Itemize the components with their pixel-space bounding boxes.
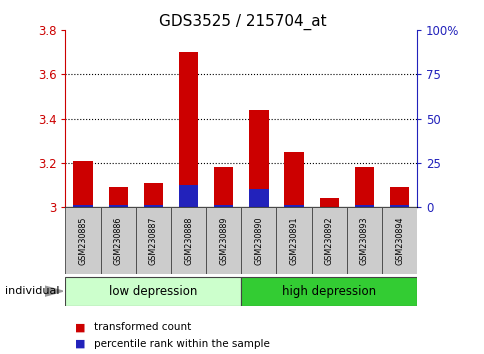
Text: GSM230891: GSM230891 — [289, 216, 298, 265]
Bar — [213, 167, 233, 207]
Text: ■: ■ — [75, 322, 86, 332]
Bar — [249, 189, 268, 207]
Text: transformed count: transformed count — [93, 322, 191, 332]
Bar — [213, 205, 233, 207]
Text: individual: individual — [5, 286, 59, 296]
Text: GSM230886: GSM230886 — [113, 217, 122, 265]
Bar — [389, 187, 408, 207]
Bar — [143, 205, 163, 207]
Bar — [73, 205, 92, 207]
Bar — [179, 185, 198, 207]
Text: GSM230892: GSM230892 — [324, 216, 333, 265]
Bar — [143, 183, 163, 207]
Text: low depression: low depression — [109, 285, 197, 298]
Text: high depression: high depression — [282, 285, 376, 298]
Text: ■: ■ — [75, 339, 86, 349]
Bar — [311, 207, 346, 274]
Bar — [65, 207, 101, 274]
Text: GSM230889: GSM230889 — [219, 216, 228, 265]
Bar — [101, 207, 136, 274]
Bar — [170, 207, 206, 274]
Bar — [284, 152, 303, 207]
Bar — [381, 207, 416, 274]
Polygon shape — [45, 286, 63, 296]
Bar — [108, 187, 128, 207]
Bar — [241, 277, 416, 306]
Text: GDS3525 / 215704_at: GDS3525 / 215704_at — [158, 14, 326, 30]
Text: GSM230893: GSM230893 — [359, 216, 368, 265]
Bar — [354, 205, 373, 207]
Bar — [179, 52, 198, 207]
Text: GSM230885: GSM230885 — [78, 216, 88, 265]
Text: percentile rank within the sample: percentile rank within the sample — [93, 339, 269, 349]
Bar — [108, 205, 128, 207]
Bar — [276, 207, 311, 274]
Bar — [206, 207, 241, 274]
Bar — [65, 277, 241, 306]
Bar — [284, 205, 303, 207]
Bar — [354, 167, 373, 207]
Bar — [389, 205, 408, 207]
Text: GSM230894: GSM230894 — [394, 216, 403, 265]
Bar — [249, 110, 268, 207]
Bar — [319, 198, 338, 207]
Text: GSM230888: GSM230888 — [183, 217, 193, 265]
Bar — [136, 207, 171, 274]
Bar — [346, 207, 381, 274]
Text: GSM230890: GSM230890 — [254, 216, 263, 265]
Text: GSM230887: GSM230887 — [149, 216, 158, 265]
Bar — [73, 161, 92, 207]
Bar — [241, 207, 276, 274]
